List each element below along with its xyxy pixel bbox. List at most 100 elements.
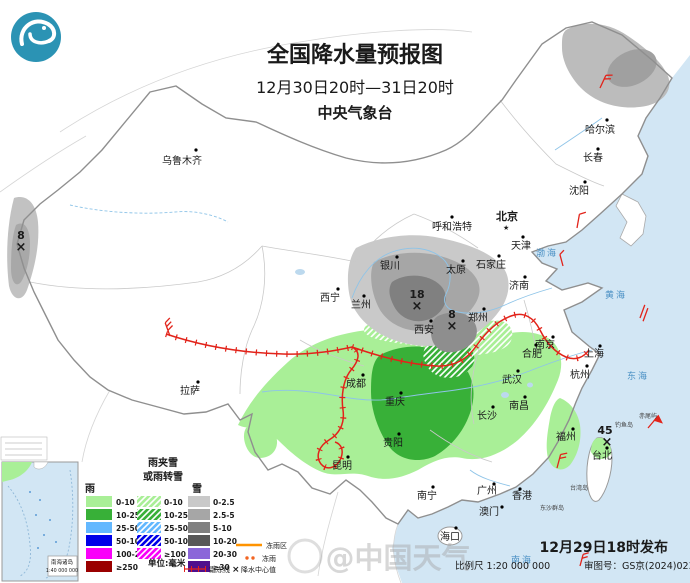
svg-text:25-50: 25-50	[164, 524, 188, 533]
precip-centers: 18 × 8 × 8 × 45 ×	[16, 229, 613, 450]
city-haikou: 海口	[440, 526, 460, 543]
city-taipei: 台北	[592, 446, 612, 462]
city-nanning: 南宁	[417, 485, 437, 502]
legend-freezing-zone: 冻雨区	[236, 541, 287, 550]
svg-text:贵阳: 贵阳	[383, 436, 403, 449]
city-chongqing: 重庆	[385, 391, 405, 408]
svg-text:10-20: 10-20	[213, 537, 237, 546]
frost-line	[165, 311, 592, 471]
svg-text:拉萨: 拉萨	[180, 384, 200, 397]
svg-text:西安: 西安	[414, 323, 434, 336]
center-x-mark: ×	[447, 319, 458, 334]
city-guiyang: 贵阳	[383, 432, 403, 449]
province-borders	[29, 99, 605, 463]
city-shenyang: 沈阳	[569, 180, 589, 197]
snow-core	[389, 275, 446, 322]
license-number: 审图号：GS京(2024)0236号	[584, 560, 690, 572]
rivers	[69, 117, 603, 487]
city-markers: 乌鲁木齐 哈尔滨 长春 沈阳 呼和浩特 北京★ 天津 石家庄 太原 银川 济南 …	[162, 118, 615, 543]
legend-unit: 单位:毫米	[148, 558, 186, 569]
city-hangzhou: 杭州	[570, 364, 590, 381]
korea-peninsula	[615, 193, 647, 247]
svg-text:≥30: ≥30	[213, 563, 230, 572]
city-jinan: 济南	[509, 275, 529, 292]
svg-text:广州: 广州	[477, 485, 497, 497]
beijing-star-icon: ★	[503, 224, 509, 232]
south-china-sea-inset: 南海诸岛 1:40 000 000	[0, 436, 79, 582]
center-x-mark: ×	[602, 435, 613, 450]
city-beijing: 北京★	[496, 209, 518, 232]
legend-frost-line: 霜冻线	[184, 565, 230, 574]
city-shijiazhuang: 石家庄	[476, 254, 506, 271]
svg-text:澳门: 澳门	[479, 505, 499, 518]
city-xining: 西宁	[320, 287, 340, 304]
legend-sleet-rows: 0-10 10-25 25-50 50-100 ≥100	[137, 496, 193, 559]
svg-text:南海: 南海	[511, 554, 533, 566]
city-zhengzhou: 郑州	[468, 307, 488, 324]
svg-text:沈阳: 沈阳	[569, 184, 589, 197]
inset-title: 南海诸岛	[51, 558, 74, 566]
rain-light-taiwan	[591, 437, 612, 460]
svg-text:≥250: ≥250	[116, 563, 138, 572]
city-harbin: 哈尔滨	[585, 118, 615, 136]
svg-text:昆明: 昆明	[332, 460, 352, 472]
svg-text:南昌: 南昌	[509, 399, 529, 412]
rain-light-coast	[546, 398, 581, 470]
legend-sleet-header1: 雨夹雪	[148, 456, 178, 469]
svg-text:东海: 东海	[627, 370, 649, 382]
legend-snow-header: 雪	[192, 483, 202, 495]
legend-center-value: × 降水中心值	[232, 565, 276, 575]
hainan-island	[437, 526, 463, 546]
forecast-period: 12月30日20时—31日20时	[256, 78, 454, 97]
city-tianjin: 天津	[511, 235, 531, 252]
city-nanjing: 南京	[535, 335, 555, 351]
city-hefei: 合肥	[522, 343, 542, 360]
svg-text:天津: 天津	[511, 240, 531, 252]
svg-text:0-10: 0-10	[116, 498, 135, 507]
svg-text:郑州: 郑州	[468, 311, 488, 324]
svg-text:杭州: 杭州	[570, 368, 590, 381]
svg-text:西宁: 西宁	[320, 291, 340, 304]
page-title: 全国降水量预报图	[266, 42, 443, 68]
svg-text:@中国天气: @中国天气	[325, 541, 470, 575]
city-changsha: 长沙	[477, 405, 497, 422]
svg-text:石家庄: 石家庄	[476, 258, 506, 271]
svg-text:0-10: 0-10	[164, 498, 183, 507]
svg-text:银川: 银川	[380, 259, 400, 272]
city-guangzhou: 广州	[477, 482, 497, 497]
svg-text:10-25: 10-25	[116, 511, 140, 520]
svg-text:成都: 成都	[346, 378, 366, 390]
svg-text:100-250: 100-250	[116, 550, 150, 559]
svg-text:渤海: 渤海	[536, 247, 558, 259]
svg-text:50-100: 50-100	[116, 537, 145, 546]
svg-text:东沙群岛: 东沙群岛	[540, 504, 564, 512]
svg-text:台北: 台北	[592, 449, 612, 462]
legend-rain-rows: 0-10 10-25 25-50 50-100 100-250 ≥250	[86, 496, 150, 572]
city-hongkong: 香港	[512, 487, 532, 502]
city-lhasa: 拉萨	[180, 380, 200, 397]
city-macau: 澳门	[479, 505, 504, 518]
city-shanghai: 上海	[584, 344, 604, 360]
center-value: 8	[17, 229, 25, 242]
svg-text:南京: 南京	[535, 338, 555, 351]
center-x-mark: ×	[16, 240, 27, 255]
city-hohhot: 呼和浩特	[432, 215, 472, 233]
svg-text:20-30: 20-30	[213, 550, 237, 559]
svg-text:香港: 香港	[512, 490, 532, 502]
svg-text:10-25: 10-25	[164, 511, 188, 520]
city-urumqi: 乌鲁木齐	[162, 148, 202, 167]
center-value: 8	[448, 308, 456, 321]
svg-text:合肥: 合肥	[522, 347, 542, 360]
svg-text:海口: 海口	[440, 530, 460, 543]
inset-label-box	[47, 555, 78, 577]
svg-text:乌鲁木齐: 乌鲁木齐	[162, 154, 202, 167]
city-nanchang: 南昌	[509, 395, 529, 412]
sea-labels: 渤海 黄海 东海 南海	[511, 247, 649, 566]
svg-text:赤尾屿: 赤尾屿	[639, 412, 657, 420]
svg-text:黄海: 黄海	[605, 289, 627, 301]
svg-text:武汉: 武汉	[502, 373, 522, 386]
city-changchun: 长春	[583, 147, 603, 164]
city-wuhan: 武汉	[502, 369, 522, 386]
city-yinchuan: 银川	[380, 255, 400, 272]
svg-text:长沙: 长沙	[477, 410, 497, 422]
